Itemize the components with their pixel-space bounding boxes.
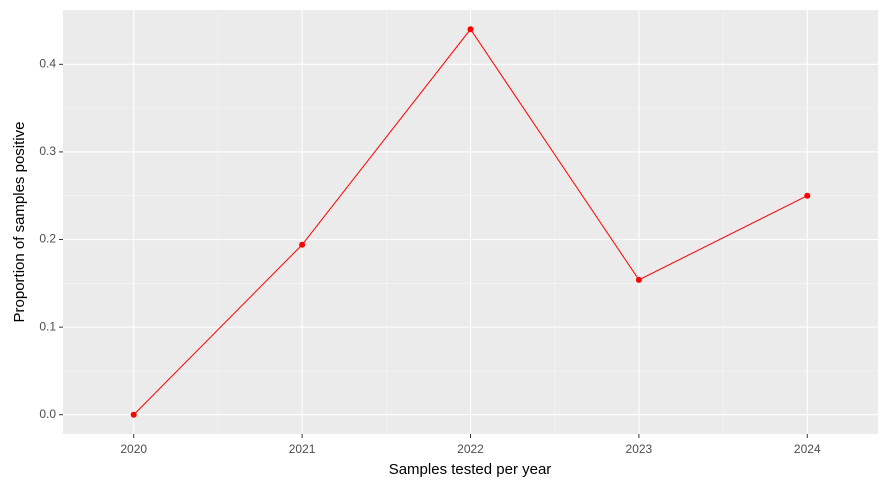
y-tick-label: 0.4 [39,56,56,70]
x-tick-label: 2022 [457,442,484,456]
point [467,26,474,33]
x-tick-label: 2021 [289,442,316,456]
x-tick-label: 2024 [794,442,821,456]
y-tick-label: 0.2 [39,232,56,246]
point [804,192,811,199]
point [299,241,306,248]
x-tick-label: 2023 [626,442,653,456]
point [130,411,137,418]
x-axis-title: Samples tested per year [389,461,552,478]
y-tick-label: 0.0 [39,407,56,421]
y-tick-label: 0.1 [39,319,56,333]
x-tick-label: 2020 [120,442,147,456]
point [635,276,642,283]
y-axis-title: Proportion of samples positive [11,122,28,323]
y-tick-label: 0.3 [39,144,56,158]
